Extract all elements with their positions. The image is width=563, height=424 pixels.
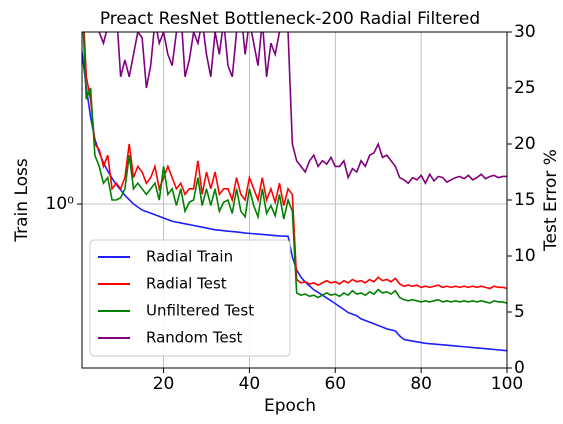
plot-frame [81,31,508,369]
y-axis-label: Train Loss [12,158,32,243]
y2-tick-label: 15 [514,190,536,210]
y2-tick-label: 30 [514,22,536,42]
y-tick-label: 10⁰ [46,194,75,214]
x-tick-label: 80 [410,374,432,394]
legend-label: Random Test [146,329,243,347]
legend-label: Unfiltered Test [146,302,254,320]
legend-label: Radial Test [146,275,227,293]
series-line [98,32,507,185]
x-tick-label: 100 [491,374,523,394]
y2-axis-label: Test Error % [541,149,561,252]
legend-box [89,239,291,357]
chart-title: Preact ResNet Bottleneck-200 Radial Filt… [100,9,480,29]
y2-tick-label: 25 [514,78,536,98]
y2-tick-label: 5 [514,302,525,322]
y2-tick-label: 10 [514,246,536,266]
series-line [82,32,507,304]
y2-tick-label: 20 [514,134,536,154]
x-tick-label: 60 [324,374,346,394]
x-tick-label: 20 [153,374,175,394]
plot-lines [82,32,507,352]
x-tick-label: 40 [239,374,261,394]
x-axis-label: Epoch [264,396,316,416]
legend-label: Radial Train [146,248,233,266]
y2-tick-label: 0 [514,358,525,378]
